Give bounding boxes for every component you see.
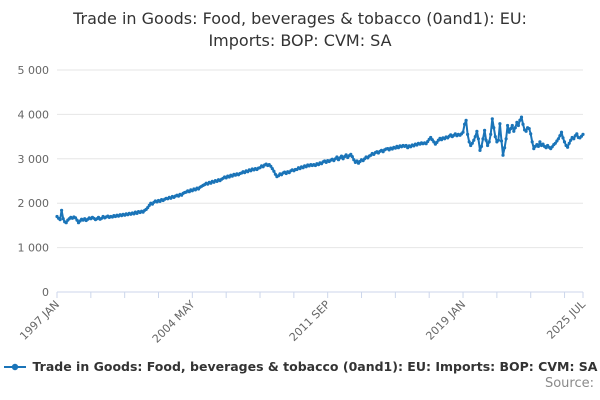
series-marker <box>498 122 502 126</box>
series-marker <box>466 132 470 136</box>
series-marker <box>470 141 474 145</box>
series-marker <box>541 142 545 146</box>
series-marker <box>550 145 554 149</box>
series-marker <box>335 155 339 159</box>
series-marker <box>519 115 524 119</box>
series-marker <box>339 154 344 158</box>
series-marker <box>476 137 480 141</box>
series-marker <box>479 144 484 148</box>
series-marker <box>463 122 467 126</box>
y-axis-label: 1 000 <box>18 242 50 255</box>
series-marker <box>484 138 488 142</box>
series-marker <box>529 132 533 136</box>
series-marker <box>556 137 561 141</box>
legend-label: Trade in Goods: Food, beverages & tobacc… <box>32 359 598 374</box>
series-marker <box>512 129 516 133</box>
y-axis-label: 0 <box>42 286 49 299</box>
series-marker <box>503 146 507 150</box>
series-marker <box>566 145 570 149</box>
series-marker <box>567 141 571 145</box>
series-marker <box>562 140 567 144</box>
series-marker <box>432 140 436 144</box>
chart-title: Trade in Goods: Food, beverages & tobacc… <box>73 9 527 50</box>
series-marker <box>478 148 482 152</box>
x-axis-label: 2004 MAY <box>150 298 198 346</box>
x-axis-label: 1997 JAN <box>17 298 62 343</box>
series-marker <box>61 217 65 221</box>
y-axis-label: 5 000 <box>18 64 50 77</box>
series-marker <box>475 129 479 133</box>
series-marker <box>536 144 541 148</box>
series-marker <box>429 135 433 140</box>
series-marker <box>461 130 465 134</box>
series-marker <box>404 143 408 148</box>
series-marker <box>509 127 513 131</box>
series-marker <box>558 134 562 138</box>
series-marker <box>553 141 557 145</box>
series-marker <box>467 140 471 144</box>
legend-line-marker-icon <box>3 361 27 373</box>
series-marker <box>344 153 348 157</box>
y-axis-label: 3 000 <box>18 153 50 166</box>
series-marker <box>270 167 274 171</box>
series-marker <box>516 123 521 128</box>
series-marker <box>527 127 531 131</box>
series-marker <box>521 122 525 126</box>
series-marker <box>510 123 514 128</box>
series-marker <box>499 139 504 143</box>
series-marker <box>561 136 565 140</box>
y-axis-label: 2 000 <box>18 197 50 210</box>
source-label: Source: <box>544 376 594 391</box>
legend-item[interactable]: Trade in Goods: Food, beverages & tobacc… <box>0 359 600 374</box>
series-marker <box>352 158 356 162</box>
series-marker <box>538 140 542 144</box>
series-marker <box>486 143 490 148</box>
x-axis-label: 2011 SEP <box>287 298 333 344</box>
series-marker <box>581 132 585 136</box>
series-marker <box>518 118 522 122</box>
series-marker <box>75 218 79 222</box>
series-marker <box>473 135 477 139</box>
series-marker <box>472 138 476 142</box>
series-marker <box>272 169 276 173</box>
series-marker <box>506 123 510 128</box>
series-marker <box>424 142 428 146</box>
series-marker <box>524 129 528 133</box>
series-marker <box>487 140 491 144</box>
series-marker <box>469 143 473 148</box>
series-marker <box>575 132 579 136</box>
series-marker <box>355 159 359 163</box>
series-marker <box>60 208 64 212</box>
series-marker <box>146 206 150 210</box>
series-marker <box>489 132 493 136</box>
series-line <box>56 116 584 224</box>
x-axis-label: 2019 JAN <box>423 298 468 343</box>
series-marker <box>483 128 487 132</box>
series-marker <box>513 126 517 130</box>
series-marker <box>58 218 62 222</box>
series-marker <box>515 120 519 124</box>
series-marker <box>350 155 354 159</box>
series-marker <box>490 117 494 121</box>
series-marker <box>481 137 485 141</box>
series-marker <box>493 135 497 139</box>
series-marker <box>64 221 68 225</box>
series-marker <box>501 153 505 157</box>
y-axis-label: 4 000 <box>18 108 50 121</box>
series-marker <box>273 172 277 176</box>
series-marker <box>492 126 496 130</box>
series-marker <box>572 137 576 141</box>
series-marker <box>269 164 273 168</box>
x-axis-label: 2025 JUL <box>544 297 588 341</box>
series-marker <box>559 130 564 134</box>
series-marker <box>507 130 511 134</box>
series-marker <box>464 118 468 122</box>
series-marker <box>504 137 508 141</box>
series-marker <box>569 138 573 142</box>
series-marker <box>496 138 500 142</box>
series-marker <box>530 140 534 144</box>
